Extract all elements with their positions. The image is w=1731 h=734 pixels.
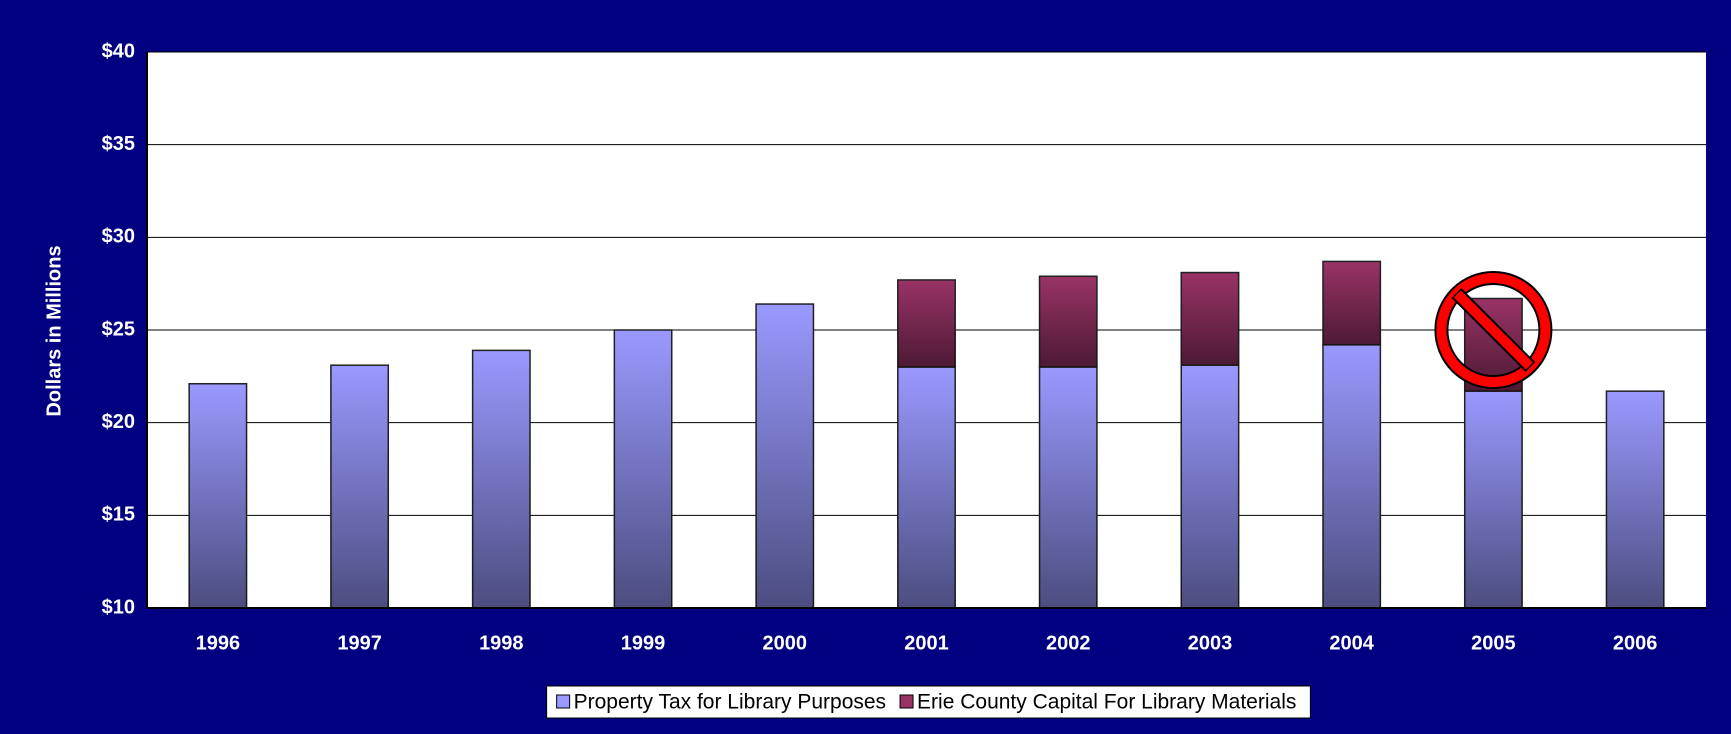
legend: Property Tax for Library Purposes Erie Co… [546,685,1311,719]
x-tick-label: 2004 [1329,632,1374,654]
y-tick-label: $30 [102,226,135,248]
bar-shade [330,365,389,608]
x-tick-label: 2000 [763,632,808,654]
bar-shade [1606,391,1664,608]
x-tick-label: 1997 [337,632,382,654]
x-tick-label: 2006 [1613,632,1658,654]
bar-shade [897,367,956,608]
bar-shade [1181,272,1239,366]
x-tick-label: 2003 [1188,632,1233,654]
no-sign-ring [1436,273,1551,387]
bar-shade [189,383,247,608]
y-tick-label: $10 [102,596,135,618]
x-tick-label: 1996 [196,632,241,654]
legend-swatch [899,694,914,709]
y-tick-label: $15 [102,504,135,526]
y-tick-label: $25 [102,318,135,340]
bar-shade [897,279,956,368]
bar-shade [472,350,531,608]
bar-shade [614,330,672,608]
legend-text: Property Tax for Library Purposes [574,691,886,714]
y-tick-label: $20 [102,411,135,433]
bar-shade [1039,276,1097,368]
x-tick-label: 1999 [621,632,666,654]
bar-shade [1039,367,1097,608]
bar-shade [1464,391,1523,608]
x-tick-label: 2005 [1471,632,1516,654]
bar-shade [756,304,814,608]
no-sign-bar [1453,290,1533,370]
legend-box [546,685,1311,719]
legend-text: Erie County Capital For Library Material… [917,691,1296,714]
x-tick-label: 2001 [904,632,949,654]
y-axis-label: Dollars in Millions [43,245,65,416]
bar-shade [1322,261,1381,345]
y-tick-label: $35 [102,133,135,155]
bar-shade [1322,344,1381,608]
legend-swatch [556,694,571,709]
bar-shade [1181,365,1239,608]
x-tick-label: 1998 [479,632,524,654]
y-tick-label: $40 [102,40,135,62]
x-tick-label: 2002 [1046,632,1091,654]
